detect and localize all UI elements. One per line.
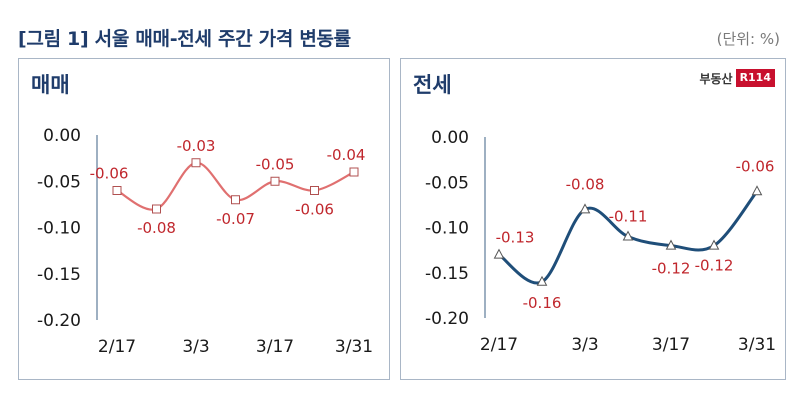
data-point-marker — [231, 195, 240, 205]
jeonse-chart-title: 전세 — [413, 73, 452, 97]
data-label: -0.03 — [177, 137, 216, 155]
x-tick-label: 3/3 — [571, 335, 598, 355]
y-tick-label: -0.10 — [37, 219, 81, 239]
x-tick-label: 3/17 — [652, 335, 690, 355]
data-label: -0.11 — [609, 208, 648, 226]
sale-chart-title: 매매 — [31, 73, 70, 97]
y-tick-label: -0.15 — [425, 264, 469, 284]
data-point-marker — [751, 185, 763, 196]
x-tick-label: 3/31 — [738, 335, 776, 355]
data-point-marker — [112, 186, 122, 195]
data-point-marker — [708, 239, 720, 250]
data-label: -0.07 — [216, 210, 255, 228]
data-label: -0.13 — [496, 229, 535, 247]
data-point-marker — [191, 158, 201, 168]
y-tick-label: -0.05 — [425, 173, 469, 193]
x-tick-label: 2/17 — [480, 335, 518, 355]
figure-title: [그림 1] 서울 매매-전세 주간 가격 변동률 — [18, 28, 351, 50]
y-tick-label: -0.05 — [37, 172, 81, 192]
x-tick-label: 2/17 — [98, 337, 136, 357]
data-point-marker — [310, 186, 319, 195]
data-label: -0.12 — [652, 260, 691, 278]
jeonse-chart: 0.00 -0.05 -0.10 -0.15 -0.20 2/17 3/3 3/17 3/31 -… — [425, 128, 776, 355]
y-tick-label: 0.00 — [43, 126, 81, 146]
data-point-marker — [270, 176, 280, 186]
data-point-marker — [536, 275, 548, 286]
data-label: -0.04 — [327, 146, 366, 164]
data-point-marker — [152, 204, 161, 214]
y-tick-label: -0.20 — [37, 311, 81, 331]
data-label: -0.08 — [566, 175, 605, 193]
x-tick-label: 3/31 — [335, 337, 373, 357]
data-label: -0.06 — [295, 201, 334, 219]
data-point-marker — [493, 248, 505, 259]
logo-badge: R114 — [735, 69, 775, 87]
y-tick-label: 0.00 — [431, 128, 469, 148]
sale-chart: 0.00 -0.05 -0.10 -0.15 -0.20 2/17 3/3 3/17 3/31 -… — [37, 126, 373, 357]
data-label: -0.08 — [137, 219, 176, 237]
y-tick-label: -0.15 — [37, 265, 81, 285]
data-label: -0.06 — [90, 165, 129, 183]
sale-chart-panel: 매매 0.00 -0.05 -0.10 -0.15 -0.20 2/17 3/3 3/17 3/… — [18, 58, 390, 380]
data-label: -0.05 — [256, 155, 295, 173]
r114-logo: 부동산 R114 — [699, 69, 775, 87]
jeonse-chart-panel: 전세 부동산 R114 0.00 -0.05 -0.10 -0.15 -0.20 2/17… — [400, 58, 786, 380]
data-point-marker — [665, 239, 677, 250]
x-tick-label: 3/17 — [256, 337, 294, 357]
data-label: -0.16 — [523, 294, 562, 312]
data-label: -0.06 — [736, 157, 775, 175]
x-tick-label: 3/3 — [182, 337, 209, 357]
data-point-marker — [579, 203, 591, 214]
unit-label: (단위: %) — [716, 30, 780, 48]
data-point-marker — [622, 230, 634, 241]
data-label: -0.12 — [695, 257, 734, 275]
data-point-marker — [349, 167, 359, 177]
y-tick-label: -0.20 — [425, 309, 469, 329]
y-tick-label: -0.10 — [425, 219, 469, 239]
logo-text: 부동산 — [699, 71, 733, 86]
